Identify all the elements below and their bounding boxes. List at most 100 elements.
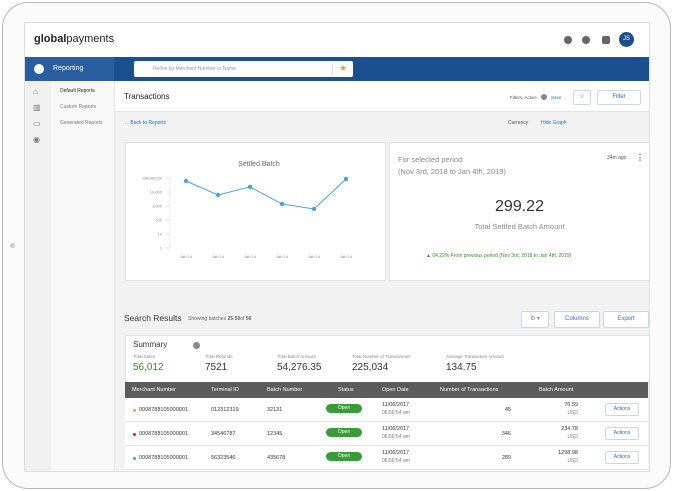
- settings-button[interactable]: ⚙ ▾: [521, 311, 549, 328]
- star-button[interactable]: ☆: [573, 90, 591, 105]
- section-icon: [34, 64, 44, 74]
- column-header[interactable]: Terminal ID: [211, 387, 239, 393]
- column-header[interactable]: Batch Number: [267, 387, 303, 393]
- currency: USD: [567, 434, 578, 440]
- stat-value: 7521: [205, 362, 228, 373]
- stat-value: 225,034: [352, 362, 389, 373]
- open-time: 06:50:54 am: [382, 410, 410, 416]
- showing-of: of: [240, 316, 245, 322]
- results-showing: Showing batches 25-50of 56: [188, 316, 251, 322]
- info-icon: [541, 94, 547, 100]
- apps-icon[interactable]: [602, 36, 610, 44]
- line: [185, 178, 347, 210]
- stat-label: Total Refunds: [205, 354, 233, 359]
- point: [343, 176, 349, 182]
- total-label: Total Settled Batch Amount: [474, 222, 565, 231]
- hide-graph[interactable]: Hide Graph: [541, 120, 567, 126]
- showing-range: 25-50: [227, 316, 241, 322]
- merchant-number: 0008788105000001: [139, 455, 188, 461]
- column-header[interactable]: Batch Amount: [539, 387, 574, 393]
- currency-select[interactable]: Currency: [508, 120, 529, 126]
- y-tick-label: 100,000.00: [142, 176, 163, 181]
- x-tick-label: Jan 14: [180, 254, 193, 259]
- logo-rest: payments: [66, 33, 115, 45]
- export-button[interactable]: Export: [603, 311, 649, 328]
- transaction-count: 289: [501, 455, 511, 461]
- sidebar-item[interactable]: Generated Reports: [60, 120, 103, 126]
- x-tick-label: Jan 14: [308, 254, 321, 259]
- showing-total: 56: [245, 316, 252, 322]
- y-tick-label: 1: [160, 246, 163, 251]
- table-header: [125, 382, 648, 398]
- currency: USD: [567, 458, 578, 464]
- y-tick-label: 10,000: [150, 190, 163, 195]
- stat-label: Average Transaction Amount: [446, 354, 504, 359]
- star-icon[interactable]: ★: [332, 63, 353, 75]
- showing-text: Showing batches: [188, 316, 227, 322]
- title-bar: [115, 81, 649, 112]
- open-date: 11/06/2017: [382, 426, 410, 432]
- info-icon: [193, 342, 200, 349]
- status-pill: Open: [326, 452, 362, 461]
- column-header[interactable]: Number of Transactions: [440, 387, 499, 393]
- search-box[interactable]: [134, 61, 353, 77]
- table-row: 00087881050000012456578943567Closed11/06…: [125, 470, 648, 471]
- icon[interactable]: [582, 36, 590, 44]
- avatar[interactable]: JS: [619, 32, 634, 47]
- period-range: (Nov 3rd, 2018 to Jan 4th, 2019): [398, 167, 506, 176]
- stat-label: Total Sales: [133, 354, 156, 359]
- actions-button[interactable]: Actions: [605, 451, 639, 464]
- status-dot: [133, 409, 136, 412]
- back-text[interactable]: Back to Reports: [130, 120, 166, 126]
- point: [215, 192, 221, 198]
- batch-number: 435678: [267, 455, 286, 461]
- x-tick-label: Jan 14: [212, 254, 225, 259]
- rail-icon[interactable]: ◉: [33, 135, 40, 144]
- column-header[interactable]: Status: [338, 387, 354, 393]
- save-link[interactable]: Save: [551, 95, 562, 100]
- period-title: For selected period: [398, 155, 463, 164]
- columns-button[interactable]: Columns: [554, 311, 600, 328]
- icon-rail: [25, 81, 51, 471]
- point: [183, 178, 189, 184]
- updated-age: 34m ago: [607, 155, 627, 161]
- search-placeholder[interactable]: Refine by Merchant Number or Name: [153, 66, 237, 72]
- results-table: Merchant Number Terminal ID Batch Number St…: [125, 382, 648, 471]
- batch-number: 12345: [267, 431, 283, 437]
- sidebar: [51, 81, 115, 471]
- stat-label: Total Batch Amount: [277, 354, 316, 359]
- stat-label: Total Number of Transactions: [352, 354, 411, 359]
- sidebar-item[interactable]: Default Reports: [60, 88, 95, 94]
- page-title: Transactions: [124, 92, 170, 101]
- point: [247, 184, 253, 190]
- stat-value: 54,276.35: [277, 362, 322, 373]
- stat-value: 56,012: [133, 362, 164, 373]
- actions-button[interactable]: Actions: [605, 427, 639, 440]
- filter-button[interactable]: Filter: [597, 90, 641, 105]
- back-link[interactable]: ← Back to Reports: [124, 120, 166, 126]
- transaction-count: 45: [504, 407, 511, 413]
- section-label[interactable]: Reporting: [53, 65, 84, 72]
- status-dot: [133, 457, 136, 460]
- table-row: 0008788105000001 012312319 32131 Open 11/06/…: [125, 398, 648, 422]
- open-time: 06:50:54 am: [382, 434, 410, 440]
- batch-amount: 234.78: [561, 426, 578, 432]
- rail-icon[interactable]: ▭: [33, 119, 41, 128]
- menu-icon[interactable]: ⋮: [636, 153, 644, 162]
- column-header[interactable]: Merchant Number: [132, 387, 177, 393]
- filters-status: Filters: Active: [510, 95, 537, 100]
- actions-button[interactable]: Actions: [605, 403, 639, 416]
- point: [279, 201, 285, 207]
- column-header[interactable]: Open Date: [382, 387, 409, 393]
- batch-amount: 76.59: [564, 402, 578, 408]
- header: [25, 23, 649, 57]
- rail-icon[interactable]: ⌂: [33, 87, 38, 96]
- terminal-id: 34546787: [211, 431, 236, 437]
- status-pill: Open: [326, 428, 362, 437]
- open-date: 11/06/2017: [382, 402, 410, 408]
- rail-icon[interactable]: ▥: [33, 103, 41, 112]
- sidebar-item[interactable]: Custom Reports: [60, 104, 97, 110]
- icon[interactable]: [564, 36, 572, 44]
- results-title: Search Results: [124, 313, 182, 323]
- chart-card: Settled Batch 1 10 100 1,000 10,000 100,000.0…: [125, 142, 386, 281]
